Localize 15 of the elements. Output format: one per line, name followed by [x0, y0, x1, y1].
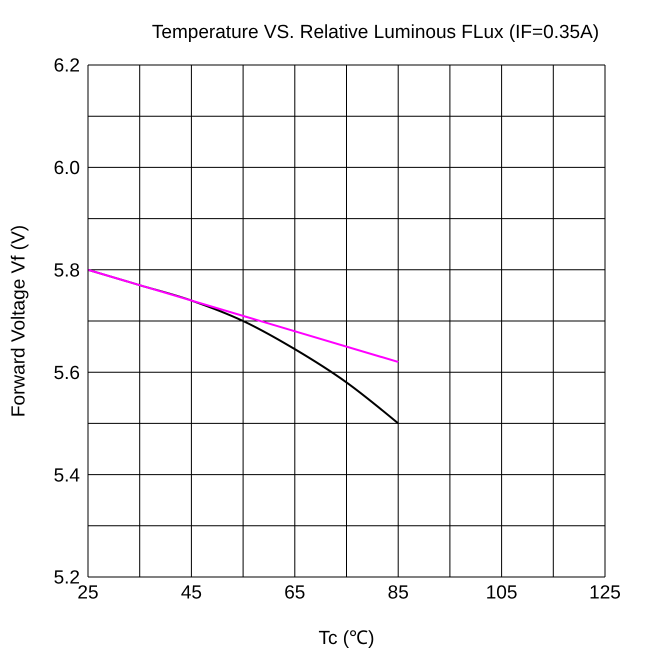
x-tick-label: 65 [284, 582, 306, 604]
x-tick-label: 105 [486, 582, 518, 604]
y-tick-label: 5.6 [54, 362, 80, 384]
chart-title: Temperature VS. Relative Luminous FLux (IF=0.35A) [150, 22, 600, 44]
y-axis-title: Forward Voltage Vf (V) [8, 224, 30, 418]
x-tick-label: 85 [388, 582, 409, 604]
y-tick-label: 6.2 [54, 56, 80, 77]
x-axis-title: Tc (℃) [318, 628, 374, 648]
y-tick-label: 6.0 [54, 158, 80, 180]
y-tick-label: 5.2 [54, 568, 80, 589]
y-tick-label: 5.4 [54, 465, 80, 486]
x-tick-label: 125 [589, 582, 621, 604]
x-tick-label: 45 [180, 582, 202, 604]
y-tick-label: 5.8 [54, 260, 80, 282]
x-tick-label: 25 [77, 582, 99, 604]
